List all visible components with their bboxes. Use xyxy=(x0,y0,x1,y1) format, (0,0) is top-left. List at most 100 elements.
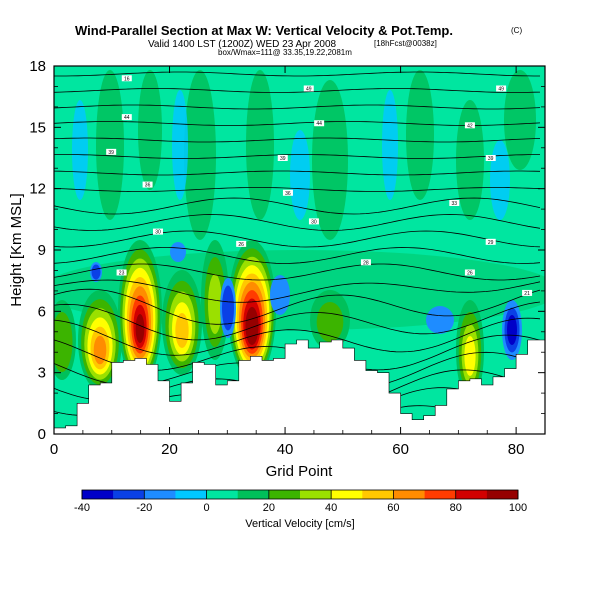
colorbar-swatch xyxy=(82,490,114,499)
contour-label: 36 xyxy=(145,183,151,189)
contour-label-bg xyxy=(485,238,496,245)
contour-label: 21 xyxy=(524,291,530,297)
x-tick-label: 80 xyxy=(508,441,525,458)
theta-contour xyxy=(54,301,541,341)
updraft-core xyxy=(175,313,189,348)
contour-label-bg xyxy=(308,218,319,225)
colorbar-tick-label: 0 xyxy=(204,502,210,514)
contour-label-bg xyxy=(449,199,460,206)
downdraft-core xyxy=(509,322,515,338)
field-band xyxy=(290,130,310,220)
colorbar-swatch xyxy=(237,490,270,499)
field-band xyxy=(456,100,484,220)
contour-label-bg xyxy=(116,269,127,276)
updraft-core xyxy=(247,315,257,341)
contour-label: 44 xyxy=(316,121,322,127)
theta-contour xyxy=(54,263,541,281)
colorbar-swatch xyxy=(393,490,425,499)
x-tick-label: 0 xyxy=(50,441,58,458)
contour-label: 49 xyxy=(498,86,504,92)
field-band xyxy=(246,70,274,220)
contour-label-bg xyxy=(303,85,314,92)
theta-contour xyxy=(54,230,541,248)
field-band xyxy=(138,70,162,190)
contour-label: 29 xyxy=(488,240,494,246)
y-tick-label: 15 xyxy=(29,119,46,136)
theta-contour xyxy=(54,279,541,303)
colorbar-tick-label: 60 xyxy=(387,502,399,514)
contour-label: 23 xyxy=(119,270,125,276)
theta-contour xyxy=(54,187,541,192)
theta-contour xyxy=(54,288,541,325)
y-axis-label: Height [Km MSL] xyxy=(8,193,25,306)
contour-label: 42 xyxy=(467,123,473,129)
colorbar-tick-label: 20 xyxy=(263,502,275,514)
contour-label: 33 xyxy=(452,201,458,207)
contour-label-bg xyxy=(236,240,247,247)
y-tick-label: 12 xyxy=(29,181,46,198)
contour-label: 39 xyxy=(488,156,494,162)
colorbar-tick-label: 100 xyxy=(509,502,527,514)
theta-contour xyxy=(54,154,540,159)
contour-label-bg xyxy=(485,155,496,161)
contour-label: 39 xyxy=(108,150,114,156)
x-axis-label: Grid Point xyxy=(266,463,334,480)
contour-label: 16 xyxy=(124,76,130,82)
contour-label-bg xyxy=(496,85,507,92)
theta-contour xyxy=(54,317,541,356)
chart-subtitle: Valid 1400 LST (1200Z) WED 23 Apr 2008 xyxy=(148,39,337,50)
theta-contour xyxy=(54,121,541,126)
field-band xyxy=(184,70,216,240)
updraft-core xyxy=(316,302,344,342)
downdraft-core xyxy=(170,242,186,262)
theta-contour xyxy=(54,137,541,143)
contour-label-bg xyxy=(106,148,117,155)
contour-label: 30 xyxy=(155,230,161,236)
contour-label: 30 xyxy=(311,219,317,225)
downdraft-core xyxy=(270,275,290,315)
downdraft-core xyxy=(426,306,454,334)
y-tick-label: 18 xyxy=(29,58,46,75)
theta-contour xyxy=(54,71,540,77)
contour-label: 39 xyxy=(280,156,286,162)
contour-label-bg xyxy=(360,259,371,266)
contour-label-bg xyxy=(152,228,163,235)
y-tick-label: 9 xyxy=(38,242,46,259)
theta-contour xyxy=(54,170,541,176)
contour-label-bg xyxy=(464,122,475,129)
chart-subtitle-2: box/Wmax=111@ 33.35,19.22,2081m xyxy=(218,48,352,57)
contour-label-bg xyxy=(282,189,293,196)
colorbar-swatch xyxy=(455,490,488,499)
contour-label-bg xyxy=(464,269,475,276)
updraft-core xyxy=(135,314,145,343)
field-band xyxy=(382,90,398,200)
chart-title: Wind-Parallel Section at Max W: Vertical… xyxy=(75,23,453,38)
contour-label-bg xyxy=(314,120,325,127)
colorbar-swatch xyxy=(362,490,394,499)
x-axis: 0 20 40 60 80 xyxy=(50,66,546,458)
contour-label-bg xyxy=(522,289,533,296)
colorbar-swatch xyxy=(206,490,239,499)
colorbar-swatch xyxy=(486,490,519,499)
field-band xyxy=(312,80,348,240)
field-band xyxy=(406,70,434,200)
field-band xyxy=(96,70,124,220)
colorbar-swatch xyxy=(424,490,457,499)
field-band xyxy=(490,140,510,220)
contour-label-bg xyxy=(121,114,132,121)
contour-label-bg xyxy=(142,181,153,188)
field-band xyxy=(504,70,536,170)
contour-label: 49 xyxy=(306,86,312,92)
downdraft-core xyxy=(222,285,234,331)
field-band xyxy=(172,90,188,200)
colorbar-swatch xyxy=(268,490,301,499)
contour-label-bg xyxy=(277,155,288,161)
x-tick-label: 40 xyxy=(277,441,294,458)
colorbar-label: Vertical Velocity [cm/s] xyxy=(245,518,354,530)
contour-label: 28 xyxy=(363,260,369,266)
theta-contour xyxy=(54,88,541,93)
downdraft-core xyxy=(91,264,101,280)
x-tick-label: 60 xyxy=(392,441,409,458)
